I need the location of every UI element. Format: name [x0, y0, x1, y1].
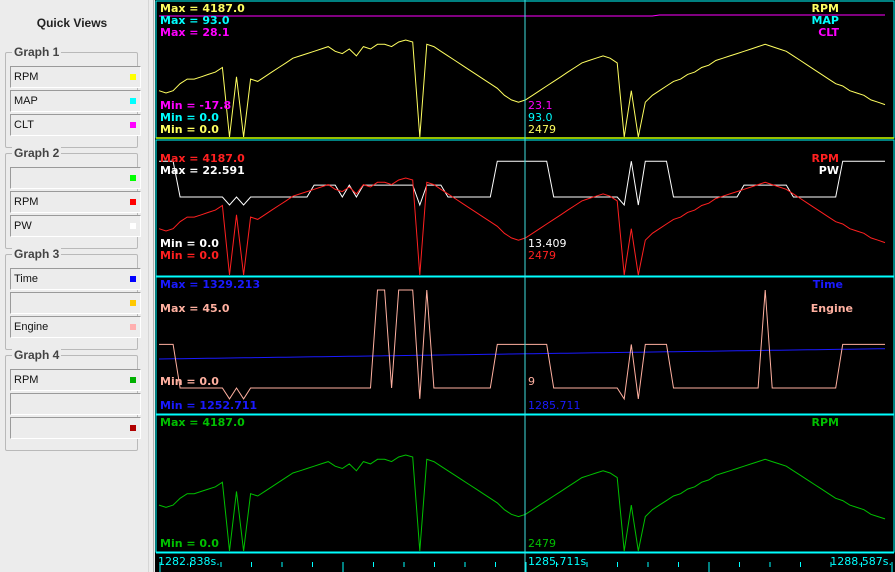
- graph-1-title: Graph 1: [12, 45, 62, 59]
- graph-1-map-name: MAP: [811, 14, 839, 27]
- graph-2-title: Graph 2: [12, 146, 62, 160]
- graph-4-rpm-max: Max = 4187.0: [160, 416, 245, 429]
- color-swatch[interactable]: [130, 98, 136, 104]
- item-label: Time: [14, 273, 39, 285]
- graph-1-rpm-max: Max = 4187.0: [160, 2, 245, 15]
- graph-2-rpm-max: Max = 4187.0: [160, 152, 245, 165]
- graph-3-item-3[interactable]: Engine: [10, 316, 141, 338]
- color-swatch[interactable]: [130, 74, 136, 80]
- graph-3-time-cursor-value: 1285.711: [528, 399, 581, 412]
- graph-2-pw-trace: [159, 160, 885, 207]
- graph-2-rpm-trace: [158, 177, 886, 276]
- graph-2-pw-name: PW: [819, 164, 839, 177]
- item-label: RPM: [14, 196, 39, 208]
- graph-4-item-3[interactable]: [10, 417, 141, 439]
- item-label: RPM: [14, 374, 39, 386]
- graph-4-group: Graph 4 RPM: [5, 348, 141, 451]
- graph-4-rpm-min: Min = 0.0: [160, 537, 219, 550]
- item-label: PW: [14, 220, 32, 232]
- graph-3-title: Graph 3: [12, 247, 62, 261]
- graph-2-pw-min: Min = 0.0: [160, 237, 219, 250]
- graph-1-clt-name: CLT: [818, 26, 839, 39]
- graph-3-time-max: Max = 1329.213: [160, 278, 260, 291]
- graph-canvas[interactable]: Max = 4187.0 Max = 93.0 Max = 28.1 RPM M…: [155, 0, 895, 572]
- item-label: CLT: [14, 119, 34, 131]
- graph-4-rpm-trace: [158, 454, 886, 552]
- color-swatch[interactable]: [130, 276, 136, 282]
- graph-4-rpm-name: RPM: [812, 416, 839, 429]
- graph-1-rpm-min: Min = 0.0: [160, 123, 219, 136]
- time-axis-start-label: 1282.838s.: [158, 555, 220, 568]
- graph-2-rpm-min: Min = 0.0: [160, 249, 219, 262]
- graph-3-time-name: Time: [813, 278, 843, 291]
- graph-1-rpm-cursor-value: 2479: [528, 123, 556, 136]
- color-swatch[interactable]: [130, 377, 136, 383]
- graph-1-panel: Max = 4187.0 Max = 93.0 Max = 28.1 RPM M…: [155, 0, 895, 139]
- time-axis-end-label: 1288.587s.: [830, 555, 892, 568]
- graph-4-title: Graph 4: [12, 348, 62, 362]
- graph-1-map-cursor-value: 93.0: [528, 111, 553, 124]
- color-swatch[interactable]: [130, 300, 136, 306]
- graph-2-item-2[interactable]: RPM: [10, 191, 141, 213]
- color-swatch[interactable]: [130, 425, 136, 431]
- item-label: MAP: [14, 95, 38, 107]
- graph-1-clt-max: Max = 28.1: [160, 26, 229, 39]
- time-axis-cursor-label: 1285.711s: [528, 555, 586, 568]
- graph-1-group: Graph 1 RPM MAP CLT: [5, 45, 141, 148]
- graph-1-rpm-trace: [158, 39, 886, 138]
- graph-1-map-max: Max = 93.0: [160, 14, 230, 27]
- time-axis: 1282.838s. 1285.711s 1288.587s.: [156, 552, 894, 572]
- graph-1-rpm-name: RPM: [812, 2, 839, 15]
- splitter-handle[interactable]: [148, 0, 154, 572]
- graph-2-item-1[interactable]: [10, 167, 141, 189]
- color-swatch[interactable]: [130, 175, 136, 181]
- graph-3-item-1[interactable]: Time: [10, 268, 141, 290]
- graph-2-group: Graph 2 RPM PW: [5, 146, 141, 249]
- graph-1-clt-min: Min = -17.8: [160, 99, 231, 112]
- graph-4-item-1[interactable]: RPM: [10, 369, 141, 391]
- graph-1-clt-cursor-value: 23.1: [528, 99, 553, 112]
- color-swatch[interactable]: [130, 223, 136, 229]
- graph-3-panel: Max = 1329.213 Max = 45.0 Time Engine Mi…: [155, 276, 895, 415]
- graph-2-item-3[interactable]: PW: [10, 215, 141, 237]
- graph-3-engine-min: Min = 0.0: [160, 375, 219, 388]
- graph-3-engine-max: Max = 45.0: [160, 302, 230, 315]
- graph-3-time-min: Min = 1252.711: [160, 399, 257, 412]
- graph-4-rpm-cursor-value: 2479: [528, 537, 556, 550]
- graph-4-item-2[interactable]: [10, 393, 141, 415]
- graph-2-pw-cursor-value: 13.409: [528, 237, 567, 250]
- graph-2-rpm-cursor-value: 2479: [528, 249, 556, 262]
- graph-3-item-2[interactable]: [10, 292, 141, 314]
- graph-3-engine-name: Engine: [811, 302, 853, 315]
- graph-3-group: Graph 3 Time Engine: [5, 247, 141, 350]
- graph-3-engine-cursor-value: 9: [528, 375, 535, 388]
- graph-1-item-3[interactable]: CLT: [10, 114, 141, 136]
- graph-2-panel: Max = 4187.0 Max = 22.591 RPM PW Min = 0…: [155, 139, 895, 277]
- graph-3-engine-trace: [159, 289, 885, 401]
- graph-2-rpm-name: RPM: [812, 152, 839, 165]
- graph-1-map-trace: [159, 14, 885, 17]
- color-swatch[interactable]: [130, 324, 136, 330]
- quick-views-panel: Quick Views Graph 1 RPM MAP CLT Graph 2 …: [0, 0, 144, 572]
- graph-1-item-1[interactable]: RPM: [10, 66, 141, 88]
- item-label: Engine: [14, 321, 49, 333]
- time-axis-ticks: [159, 562, 893, 572]
- graph-2-pw-max: Max = 22.591: [160, 164, 245, 177]
- color-swatch[interactable]: [130, 122, 136, 128]
- item-label: RPM: [14, 71, 39, 83]
- graph-3-time-trace: [158, 348, 886, 360]
- graph-1-map-min: Min = 0.0: [160, 111, 219, 124]
- graph-1-item-2[interactable]: MAP: [10, 90, 141, 112]
- quick-views-title: Quick Views: [36, 16, 108, 30]
- graph-area[interactable]: Max = 4187.0 Max = 93.0 Max = 28.1 RPM M…: [155, 0, 895, 572]
- color-swatch[interactable]: [130, 199, 136, 205]
